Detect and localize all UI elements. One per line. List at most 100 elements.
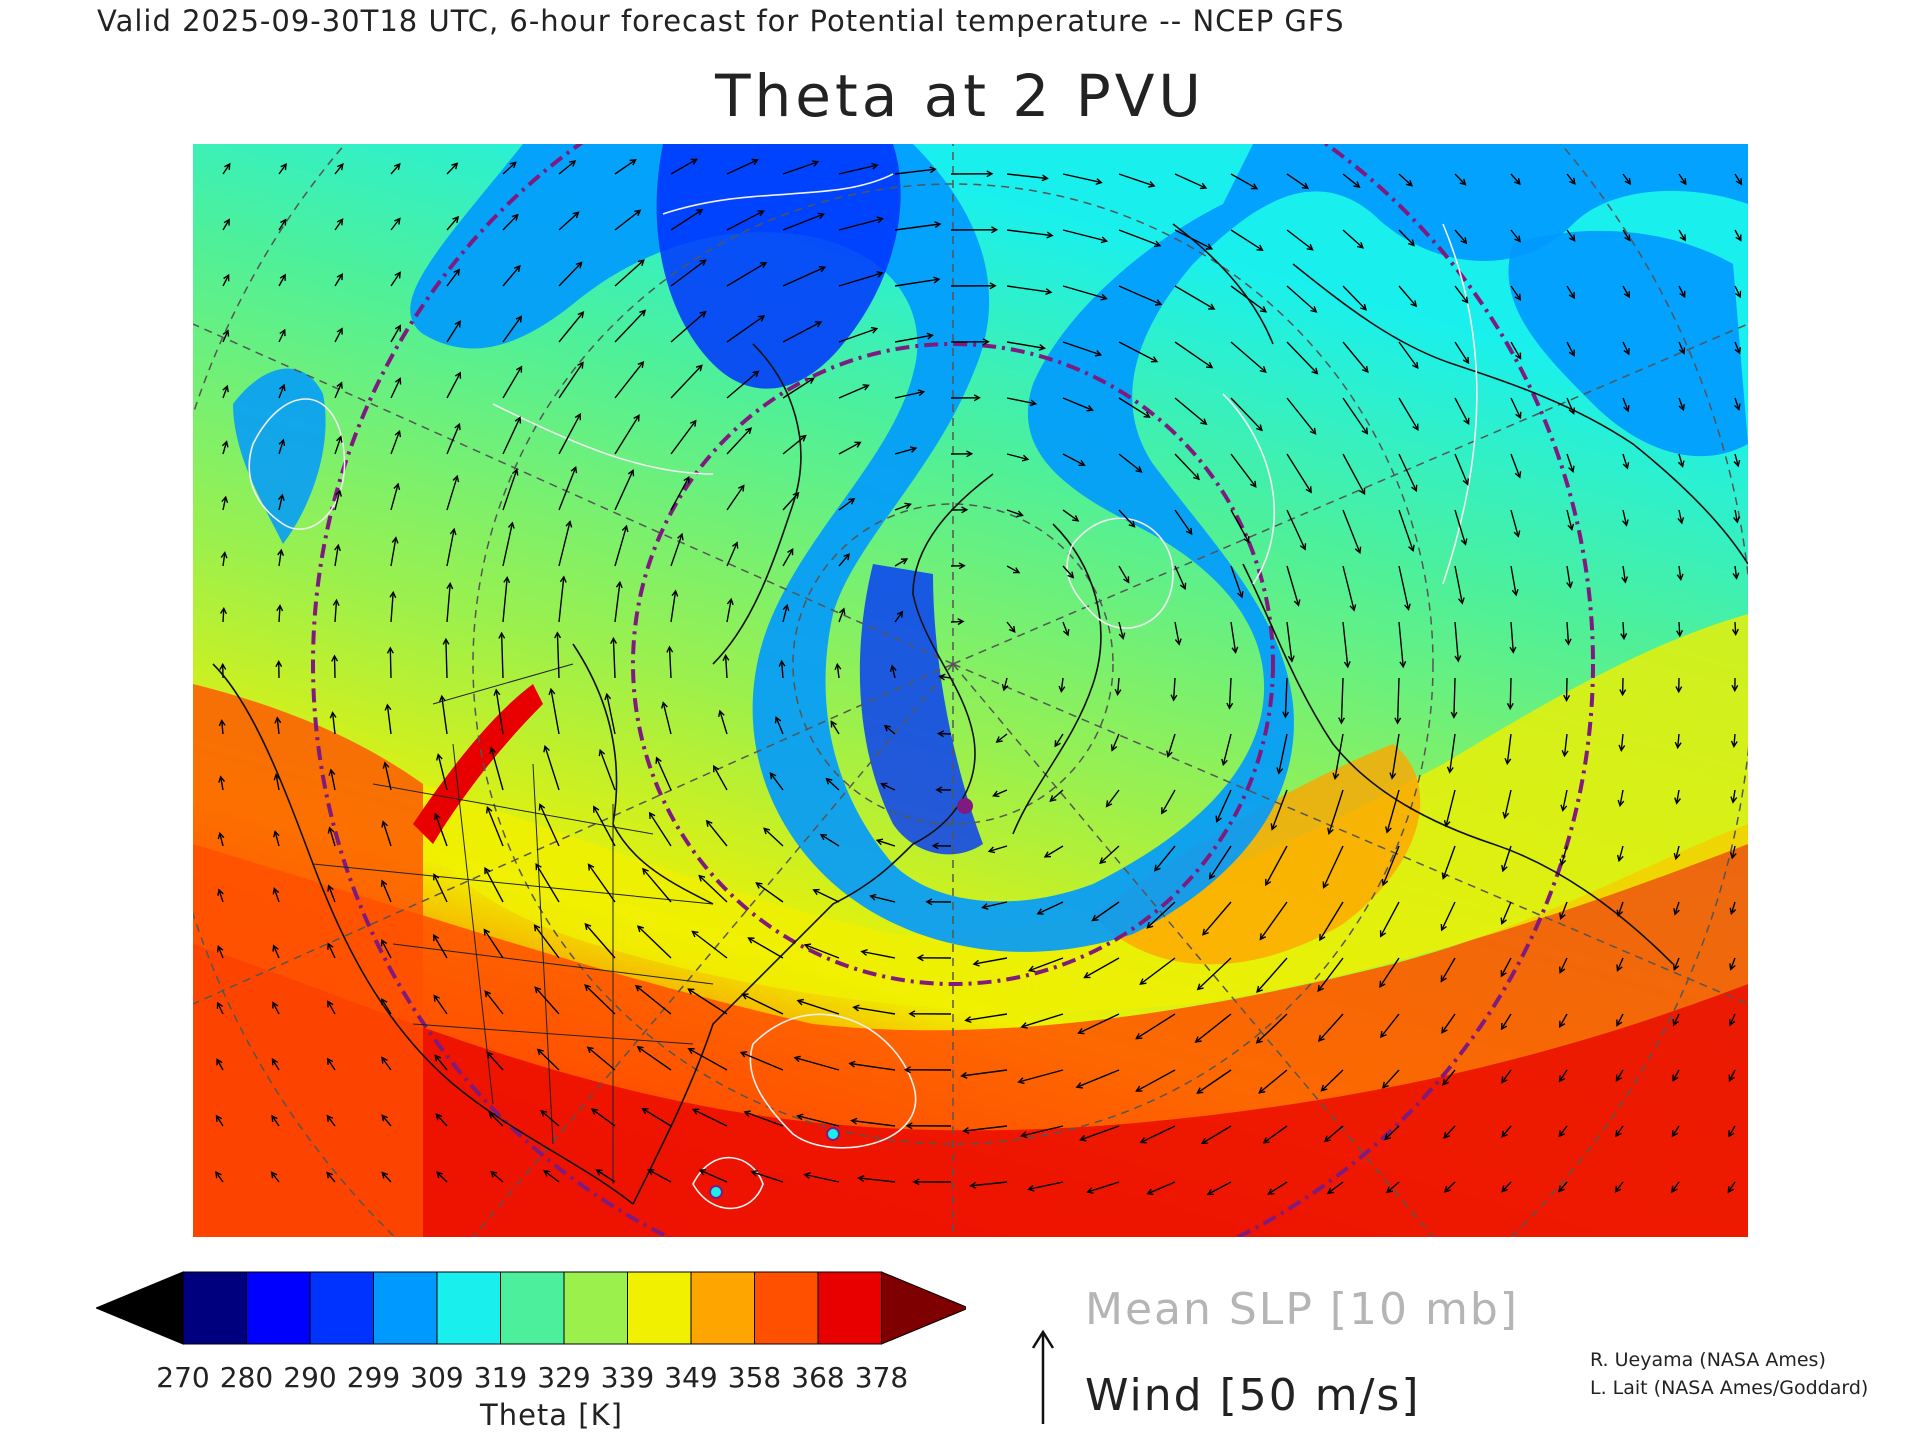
wind-arrow — [1271, 789, 1288, 830]
wind-arrow — [973, 957, 1008, 965]
wind-arrow — [1559, 901, 1568, 919]
wind-arrow-head — [1058, 685, 1066, 694]
wind-arrow-head — [1270, 823, 1278, 831]
wind-arrow-head — [391, 536, 399, 544]
wind-arrow — [1380, 1013, 1400, 1038]
wind-arrow-head — [1404, 603, 1411, 611]
wind-arrow-head — [1153, 864, 1161, 872]
wind-arrow-head — [1361, 427, 1369, 435]
wind-arrow-head — [1735, 178, 1743, 186]
wind-arrow — [390, 218, 401, 231]
wind-arrow — [273, 888, 280, 903]
wind-arrow-head — [1514, 293, 1522, 301]
wind-arrow-head — [220, 551, 228, 559]
colorbar-tick-label: 280 — [219, 1361, 274, 1394]
wind-arrow-head — [1143, 411, 1151, 418]
wind-arrow — [1118, 341, 1158, 363]
wind-arrow — [1622, 397, 1629, 412]
wind-arrow — [838, 553, 850, 567]
wind-arrow-head — [1385, 826, 1392, 834]
arrow-up-icon — [1031, 1329, 1055, 1424]
wind-arrow — [1622, 285, 1630, 298]
wind-arrow-head — [1399, 661, 1407, 669]
wind-arrow — [1286, 621, 1293, 662]
wind-arrow — [881, 783, 896, 791]
wind-arrow-head — [273, 830, 280, 838]
wind-arrow-head — [1139, 1137, 1147, 1144]
wind-arrow — [334, 328, 343, 343]
wind-arrow — [1147, 1181, 1176, 1195]
wind-arrow — [1256, 957, 1288, 993]
wind-arrow — [851, 1119, 896, 1127]
wind-arrow-head — [1394, 717, 1402, 725]
wind-arrow-head — [982, 338, 990, 346]
wind-arrow-head — [739, 1051, 748, 1058]
wind-arrow-head — [1379, 930, 1387, 938]
wind-arrow — [670, 259, 707, 287]
wind-arrow — [726, 542, 738, 567]
wind-arrow-head — [875, 838, 884, 846]
wind-arrow-head — [1679, 234, 1686, 242]
wind-arrow-head — [905, 1122, 913, 1130]
wind-arrow — [1258, 1069, 1288, 1094]
wind-arrow — [1504, 789, 1512, 818]
wind-arrow-head — [1568, 407, 1575, 415]
wind-arrow-head — [1301, 182, 1310, 190]
wind-arrow — [1616, 1013, 1624, 1026]
wind-arrow-head — [987, 846, 996, 854]
wind-arrow — [614, 526, 628, 567]
wind-arrow-head — [1215, 815, 1222, 823]
wind-arrow-head — [514, 416, 522, 424]
wind-arrow-head — [216, 945, 224, 953]
wind-arrow-head — [336, 218, 344, 226]
wind-arrow — [1078, 1013, 1120, 1034]
wind-arrow-head — [912, 1178, 920, 1186]
wind-arrow-head — [799, 434, 807, 442]
wind-arrow-head — [1379, 1030, 1387, 1039]
wind-arrow-head — [718, 709, 725, 718]
wind-arrow-head — [1463, 417, 1470, 425]
wind-arrow-head — [869, 893, 877, 901]
wind-arrow-head — [595, 1169, 603, 1176]
wind-arrow-head — [1021, 454, 1030, 462]
wind-arrow-head — [1511, 588, 1519, 597]
wind-arrow-head — [1043, 851, 1052, 858]
wind-arrow — [1454, 285, 1469, 304]
wind-arrow — [278, 219, 287, 231]
wind-arrow-head — [615, 580, 623, 589]
wind-arrow — [1454, 173, 1466, 186]
wind-arrow-head — [1617, 799, 1625, 808]
wind-arrow-head — [221, 440, 229, 448]
wind-arrow-head — [1515, 352, 1522, 360]
wind-arrow — [390, 537, 397, 567]
plot-title: Theta at 2 PVU — [715, 62, 1205, 130]
wind-arrow-head — [328, 768, 336, 776]
wind-arrow-head — [218, 775, 226, 783]
wind-arrow — [588, 864, 616, 903]
wind-arrow — [1444, 1181, 1456, 1193]
wind-arrow-head — [1046, 231, 1054, 239]
wind-arrow — [614, 361, 644, 399]
wind-arrow — [1510, 453, 1521, 478]
wind-arrow — [1734, 173, 1742, 185]
wind-arrow-head — [484, 866, 491, 875]
wind-arrow — [1622, 173, 1631, 185]
wind-arrow — [1501, 1069, 1512, 1083]
wind-arrow-head — [1309, 427, 1317, 435]
wind-arrow-head — [326, 1114, 334, 1122]
wind-arrow-head — [1311, 367, 1319, 375]
wind-arrow-head — [1620, 632, 1628, 641]
wind-arrow — [1398, 453, 1417, 492]
wind-arrow-head — [1680, 177, 1687, 186]
wind-arrow — [1209, 845, 1232, 879]
wind-arrow-head — [972, 959, 980, 967]
wind-arrow-head — [277, 548, 285, 556]
wind-arrow-head — [1192, 473, 1200, 481]
wind-arrow — [1440, 957, 1456, 982]
wind-arrow — [1510, 285, 1521, 301]
wind-arrow-head — [1255, 424, 1263, 432]
wind-arrow — [222, 385, 228, 399]
wind-arrow-head — [1259, 933, 1267, 941]
wind-arrow-head — [270, 1171, 278, 1179]
wind-arrow — [782, 213, 824, 231]
